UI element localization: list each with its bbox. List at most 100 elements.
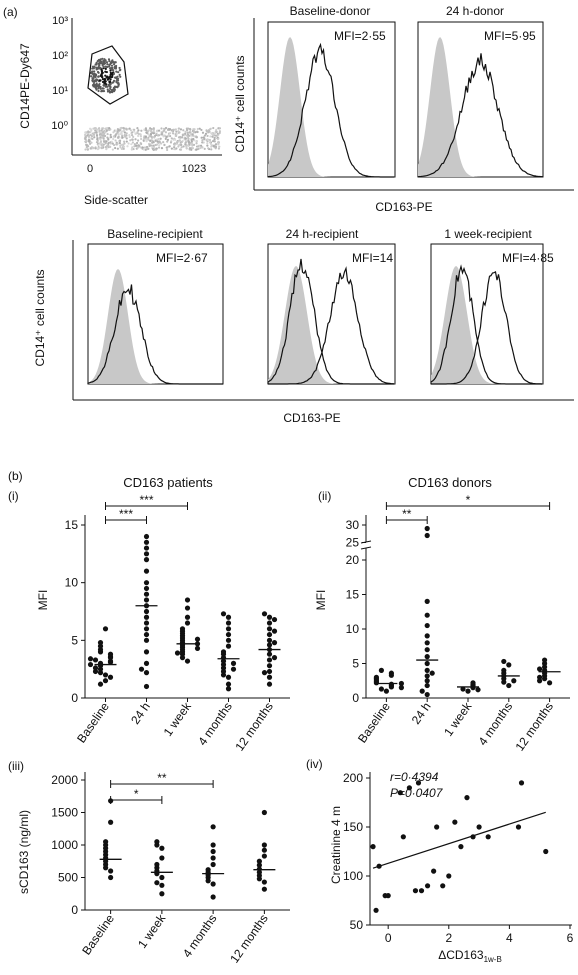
scatter-event (111, 142, 114, 145)
scatter-event (105, 140, 108, 143)
histogram-stained-line (267, 42, 394, 178)
data-point (537, 666, 543, 672)
scatter-event (90, 129, 93, 132)
data-point (261, 809, 267, 816)
scatter-event (123, 140, 126, 143)
histogram-stained-line-peak2 (431, 270, 543, 385)
x-category-label: Baseline (74, 699, 112, 745)
y-tick-label: 200 (343, 771, 363, 785)
x-category-label: 12 months (227, 912, 271, 966)
chart-b-ii: (ii) CD163 donors MFI 0 5 10 15 20 25 30 Basel… (314, 475, 570, 754)
scatter-event (164, 137, 167, 140)
a-donor-ylabel: CD14⁺ cell counts (233, 55, 247, 152)
data-point (431, 868, 437, 874)
scatter-event (119, 75, 122, 78)
scatter-event (108, 85, 111, 88)
data-point (225, 674, 232, 680)
scatter-event (97, 87, 100, 90)
chart-y-ticks: 0 5 10 15 20 25 30 (346, 518, 366, 705)
scatter-event (102, 87, 105, 90)
data-point (97, 681, 104, 687)
scatter-event (99, 140, 103, 143)
scatter-event (128, 135, 131, 139)
scatter-event (206, 142, 209, 145)
data-point (220, 649, 227, 655)
scatter-event (102, 140, 106, 143)
scatter-event (187, 127, 190, 130)
scatter-event (218, 131, 221, 134)
scatter-event (218, 145, 221, 148)
data-point (143, 585, 150, 592)
scatter-event (92, 127, 95, 130)
scatter-event (92, 80, 96, 84)
scatter-event (98, 129, 101, 132)
scatter-event (178, 139, 181, 142)
scatter-event (160, 142, 163, 145)
scatter-event (173, 144, 176, 147)
data-point (271, 655, 278, 661)
scatter-event (113, 85, 117, 88)
scatter-event (99, 85, 102, 89)
data-point (261, 611, 268, 617)
scatter-event (117, 77, 120, 80)
scatter-event (84, 140, 88, 143)
scatter-event (202, 136, 205, 139)
scatter-event (100, 73, 103, 77)
data-point (261, 853, 267, 859)
scatter-event (101, 75, 104, 79)
scatter-event (149, 139, 152, 143)
scatter-event (117, 133, 120, 136)
data-point (143, 597, 150, 603)
histogram-control-fill (88, 269, 223, 384)
data-point (210, 848, 216, 855)
scatter-event (212, 126, 215, 130)
scatter-event (214, 134, 217, 137)
data-point (424, 660, 430, 667)
data-point (424, 598, 430, 605)
scatter-event (136, 146, 139, 149)
chart-title: CD163 donors (408, 475, 492, 490)
scatter-event (213, 138, 216, 141)
scatter-event (83, 133, 87, 137)
data-point (429, 670, 435, 676)
a-scatter-plot: 10³ 10² 10¹ 10⁰ 0 1023 Side-scatter CD14… (18, 15, 222, 207)
scatter-event (181, 133, 185, 136)
a-scatter-ytick-0: 10⁰ (51, 120, 68, 132)
scatter-event (217, 147, 221, 150)
scatter-event (184, 137, 188, 140)
scatter-event (95, 134, 99, 137)
chart-panel-label: (i) (8, 489, 19, 503)
scatter-event (112, 63, 116, 66)
scatter-event (118, 66, 121, 70)
data-point (271, 616, 278, 623)
scatter-event (136, 131, 139, 135)
scatter-event (123, 131, 127, 134)
data-point (97, 640, 104, 646)
scatter-event (136, 127, 139, 130)
scatter-event (98, 79, 101, 82)
y-tick-label: 15 (65, 518, 79, 532)
scatter-event (203, 147, 206, 150)
scatter-event (126, 128, 129, 131)
scatter-event (93, 70, 96, 73)
chart-ylabel: sCD163 (ng/ml) (17, 810, 31, 894)
scatter-event (188, 148, 191, 151)
chart-significance-bars: *** (110, 771, 214, 804)
scatter-event (175, 130, 178, 133)
scatter-event (173, 146, 176, 149)
scatter-event (86, 148, 90, 151)
data-point (501, 667, 507, 674)
y-tick-label: 10 (65, 576, 79, 590)
histogram-control-fill (268, 37, 395, 178)
scatter-event (137, 139, 140, 142)
scatter-event (162, 141, 165, 144)
scatter-event (213, 140, 216, 143)
chart-x-categories: Baseline 1 week 4 months 12 months (79, 910, 271, 966)
scatter-event (109, 78, 112, 81)
histogram-stained-line (417, 53, 543, 178)
scatter-event (168, 145, 171, 148)
data-point (464, 795, 470, 801)
scatter-event (100, 147, 103, 150)
scatter-event (107, 142, 110, 145)
scatter-event (210, 148, 213, 151)
